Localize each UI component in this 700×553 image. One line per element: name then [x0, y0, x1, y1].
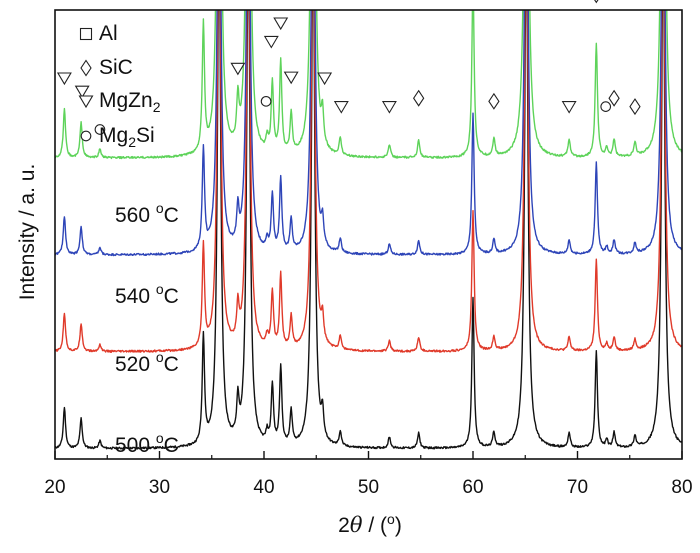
- phase-marker-triangle-down-icon: [263, 35, 279, 49]
- phase-marker-circle-icon: [600, 101, 612, 112]
- phase-marker-triangle-down-icon: [561, 101, 577, 114]
- phase-marker-diamond-icon: [629, 98, 641, 116]
- legend-diamond-icon: [80, 59, 92, 77]
- phase-marker-triangle-down-icon: [74, 85, 90, 99]
- series-line-520: [55, 10, 682, 353]
- temperature-label-520: 520 oC: [115, 349, 179, 376]
- phase-marker-triangle-down-icon: [56, 72, 72, 86]
- temperature-label-540: 540 oC: [115, 281, 179, 308]
- x-tick-label: 80: [671, 477, 692, 498]
- x-tick-label: 60: [462, 477, 483, 498]
- phase-marker-triangle-down-icon: [317, 72, 333, 86]
- plot-frame: [54, 9, 683, 460]
- phase-marker-diamond-icon: [594, 0, 599, 4]
- x-tick-label: 30: [149, 477, 170, 498]
- phase-marker-triangle-down-icon: [230, 62, 246, 76]
- series-line-500: [55, 10, 682, 450]
- legend-label: Mg2Si: [99, 124, 155, 150]
- phase-marker-diamond-icon: [412, 89, 425, 107]
- legend-square-icon: [79, 27, 93, 41]
- phase-marker-triangle-down-icon: [273, 17, 289, 31]
- x-tick-label: 40: [253, 477, 274, 498]
- x-tick-label: 50: [358, 477, 379, 498]
- y-axis-title: Intensity / a. u.: [16, 164, 39, 301]
- phase-marker-circle-icon: [260, 95, 272, 107]
- legend-label: Al: [99, 22, 118, 45]
- legend-label: MgZn2: [99, 89, 161, 115]
- temperature-label-500: 500 oC: [115, 430, 179, 457]
- x-axis-title: 2θ / (o): [338, 511, 402, 537]
- series-line-540: [55, 10, 682, 257]
- phase-marker-triangle-down-icon: [333, 101, 349, 114]
- legend-triangle-down-icon: [78, 95, 94, 109]
- phase-marker-diamond-icon: [608, 89, 620, 107]
- x-tick-label: 70: [567, 477, 588, 498]
- series-line-560: [55, 10, 682, 160]
- legend-label: SiC: [99, 56, 133, 79]
- phase-marker-triangle-down-icon: [283, 71, 299, 85]
- phase-marker-triangle-down-icon: [381, 101, 397, 114]
- legend-circle-icon: [80, 130, 92, 142]
- x-tick-label: 20: [44, 477, 65, 498]
- phase-marker-circle-icon: [94, 124, 106, 135]
- phase-marker-diamond-icon: [488, 92, 500, 110]
- temperature-label-560: 560 oC: [115, 200, 179, 227]
